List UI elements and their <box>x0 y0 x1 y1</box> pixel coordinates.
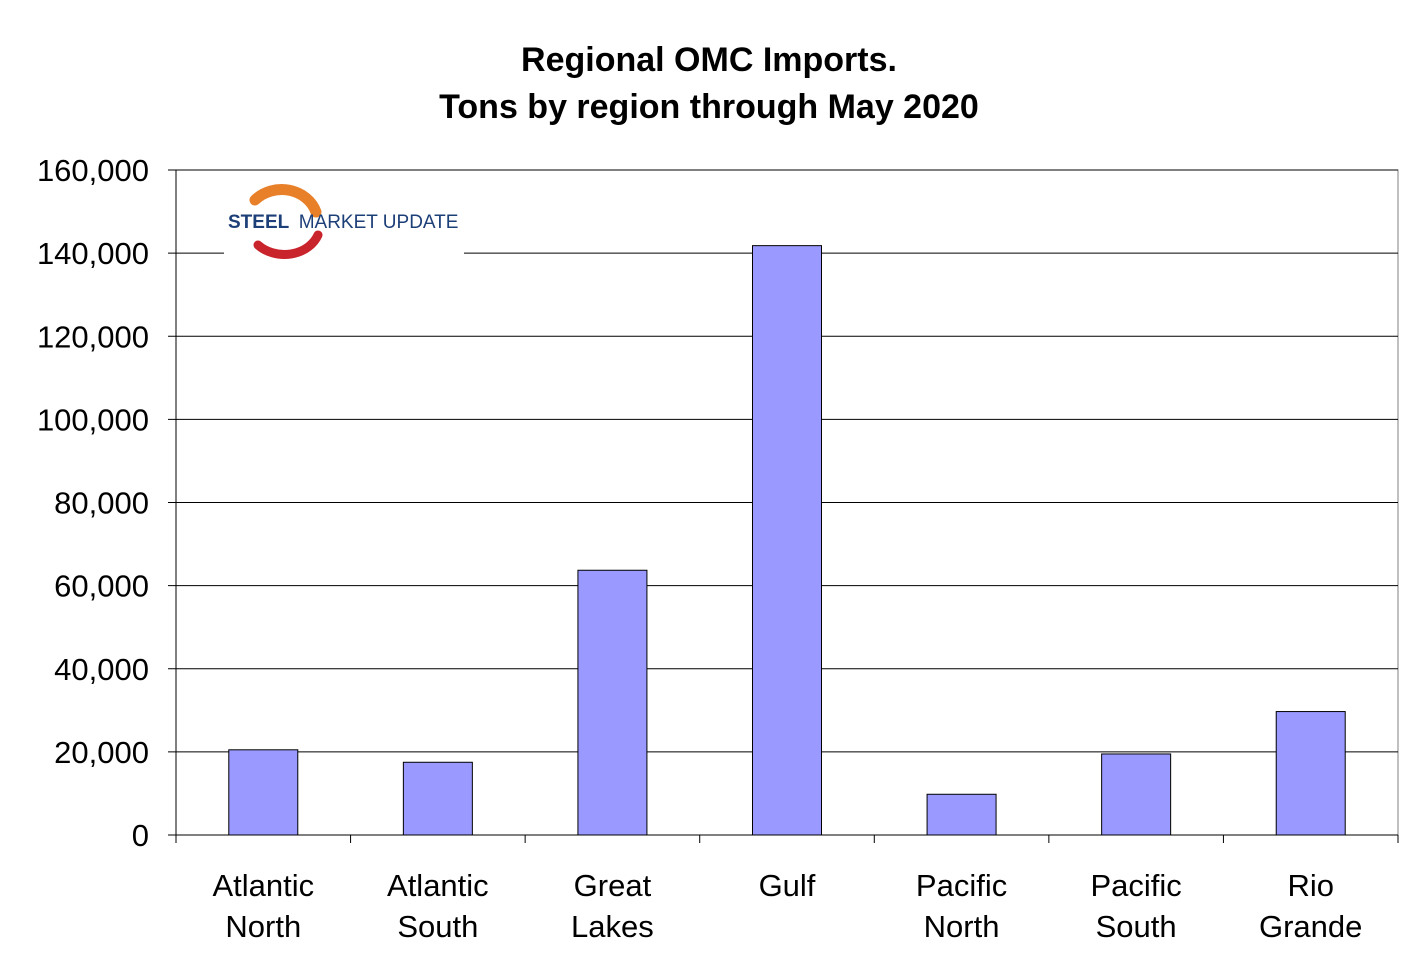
gridlines <box>176 169 1398 753</box>
x-tick-label-line: Pacific <box>916 868 1007 903</box>
plot-area: 0 20,000 40,000 60,000 80,000 100,000 120,000 1… <box>37 153 1399 944</box>
y-tick-label: 80,000 <box>54 486 149 521</box>
bar <box>1275 711 1346 836</box>
y-tick-label: 40,000 <box>54 652 149 687</box>
y-tick-label: 100,000 <box>37 402 149 437</box>
y-tick-label: 120,000 <box>37 319 149 354</box>
y-tick-label: 160,000 <box>37 153 149 188</box>
x-tick-label-line: Atlantic <box>212 868 314 903</box>
x-tick-label-line: North <box>924 909 1000 944</box>
logo-text-market-update: MARKET UPDATE <box>299 212 459 233</box>
logo-red-arc <box>253 230 323 259</box>
x-tick-label: Gulf <box>759 868 816 903</box>
bar <box>577 569 648 836</box>
x-tick-label-line: Great <box>574 868 652 903</box>
y-tick-label: 60,000 <box>54 569 149 604</box>
x-tick-label-line: North <box>225 909 301 944</box>
x-tick-label: Great Lakes <box>571 868 654 944</box>
y-tick-label: 0 <box>132 818 149 853</box>
x-tick-label-line: Rio <box>1287 868 1334 903</box>
bars <box>228 245 1346 836</box>
x-tick-label-line: South <box>1096 909 1177 944</box>
y-tick-label: 140,000 <box>37 236 149 271</box>
bar <box>402 761 473 836</box>
x-tick-label-line: Grande <box>1259 909 1362 944</box>
chart-title-line-2: Tons by region through May 2020 <box>439 88 979 126</box>
steel-market-update-logo: STEEL MARKET UPDATE <box>224 182 464 262</box>
x-tick-label: Pacific North <box>916 868 1007 944</box>
logo-text-steel: STEEL <box>228 212 290 233</box>
x-tick-label: Atlantic North <box>212 868 314 944</box>
bar <box>228 749 299 836</box>
x-tick-label: Pacific South <box>1090 868 1181 944</box>
logo-orange-arc <box>249 184 322 218</box>
x-tick-label: Rio Grande <box>1259 868 1362 944</box>
x-tick-label-line: Lakes <box>571 909 654 944</box>
y-tick-label: 20,000 <box>54 735 149 770</box>
x-tick-label-line: Atlantic <box>387 868 489 903</box>
x-tick-label: Atlantic South <box>387 868 489 944</box>
bar <box>1101 753 1172 836</box>
x-tick-label-line: Pacific <box>1090 868 1181 903</box>
x-tick-label-line: South <box>397 909 478 944</box>
chart-title-line-1: Regional OMC Imports. <box>521 41 897 79</box>
x-axis-ticks: Atlantic North Atlantic South Great Lakes Gulf… <box>175 835 1399 944</box>
logo-wordmark: STEEL MARKET UPDATE <box>228 212 458 233</box>
bar <box>752 245 822 836</box>
bar <box>926 793 997 836</box>
y-axis-ticks: 0 20,000 40,000 60,000 80,000 100,000 120,000 1… <box>37 153 1398 853</box>
x-tick-label-line: Gulf <box>759 868 816 903</box>
